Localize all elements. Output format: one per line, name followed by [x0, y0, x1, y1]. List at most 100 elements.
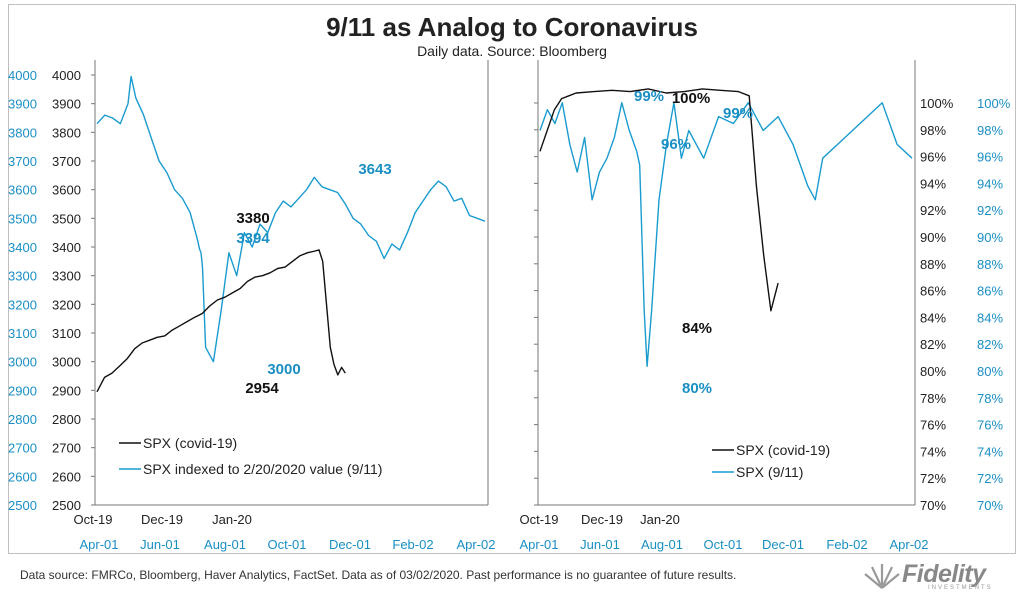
y-tick-label-right: 2900 [52, 383, 81, 398]
legend-label: SPX (covid-19) [143, 435, 237, 451]
y-tick-label-left: 3500 [8, 211, 37, 226]
data-label: 3394 [236, 230, 270, 247]
x-tick-label-911: Apr-01 [79, 537, 118, 552]
data-label: 3000 [267, 361, 300, 378]
x-tick-label-covid: Oct-19 [519, 512, 558, 527]
y-tick-label-right: 96% [977, 150, 1003, 165]
y-tick-label-left: 96% [920, 150, 946, 165]
y-tick-label-left: 3300 [8, 269, 37, 284]
fidelity-pyramid-icon [864, 564, 900, 589]
y-tick-label-left: 3100 [8, 326, 37, 341]
x-tick-label-911: Aug-01 [641, 537, 683, 552]
series-line-911 [96, 75, 486, 363]
y-tick-label-right: 4000 [52, 68, 81, 83]
y-tick-label-right: 78% [977, 391, 1003, 406]
footer-disclaimer: Data source: FMRCo, Bloomberg, Haver Ana… [20, 568, 737, 582]
y-tick-label-left: 70% [920, 498, 946, 513]
y-tick-label-right: 2500 [52, 498, 81, 513]
y-tick-label-left: 3200 [8, 297, 37, 312]
data-label: 2954 [245, 380, 279, 397]
legend-label: SPX (covid-19) [736, 442, 830, 458]
y-tick-label-left: 72% [920, 471, 946, 486]
y-tick-label-right: 2800 [52, 412, 81, 427]
logo-wordmark: Fidelity [902, 560, 986, 588]
data-label: 80% [682, 380, 712, 397]
y-tick-label-right: 80% [977, 364, 1003, 379]
x-tick-label-covid: Oct-19 [73, 512, 112, 527]
y-tick-label-left: 80% [920, 364, 946, 379]
y-tick-label-right: 98% [977, 123, 1003, 138]
x-tick-label-911: Oct-01 [267, 537, 306, 552]
legend-label: SPX (9/11) [736, 464, 803, 480]
x-tick-label-covid: Dec-19 [141, 512, 183, 527]
y-tick-label-right: 94% [977, 176, 1003, 191]
x-tick-label-911: Apr-02 [889, 537, 928, 552]
y-tick-label-left: 98% [920, 123, 946, 138]
data-label: 84% [682, 320, 712, 337]
y-tick-label-right: 3000 [52, 355, 81, 370]
y-tick-label-left: 84% [920, 310, 946, 325]
y-tick-label-right: 84% [977, 310, 1003, 325]
y-tick-label-left: 88% [920, 257, 946, 272]
y-tick-label-right: 76% [977, 418, 1003, 433]
x-tick-label-covid: Dec-19 [581, 512, 623, 527]
x-tick-label-911: Dec-01 [329, 537, 371, 552]
chart-subtitle: Daily data. Source: Bloomberg [417, 43, 607, 59]
y-tick-label-left: 2600 [8, 469, 37, 484]
chart-frame [8, 4, 1016, 554]
y-tick-label-left: 2500 [8, 498, 37, 513]
y-tick-label-left: 3000 [8, 355, 37, 370]
y-tick-label-left: 3800 [8, 125, 37, 140]
data-label: 99% [723, 105, 753, 122]
y-tick-label-right: 3300 [52, 269, 81, 284]
y-tick-label-right: 3500 [52, 211, 81, 226]
chart-title: 9/11 as Analog to Coronavirus [326, 12, 698, 42]
y-tick-label-left: 3400 [8, 240, 37, 255]
data-label: 96% [661, 136, 691, 153]
x-tick-label-911: Jun-01 [140, 537, 180, 552]
y-tick-label-left: 4000 [8, 68, 37, 83]
y-tick-label-left: 92% [920, 203, 946, 218]
y-tick-label-right: 100% [977, 96, 1011, 111]
y-tick-label-right: 2700 [52, 441, 81, 456]
x-tick-label-911: Apr-01 [519, 537, 558, 552]
y-tick-label-right: 3800 [52, 125, 81, 140]
y-tick-label-right: 86% [977, 284, 1003, 299]
y-tick-label-left: 90% [920, 230, 946, 245]
y-tick-label-right: 3900 [52, 97, 81, 112]
y-tick-label-right: 2600 [52, 469, 81, 484]
series-line-covid [539, 88, 779, 312]
y-tick-label-left: 3600 [8, 183, 37, 198]
y-tick-label-left: 86% [920, 284, 946, 299]
y-tick-label-right: 88% [977, 257, 1003, 272]
y-tick-label-right: 82% [977, 337, 1003, 352]
y-tick-label-right: 3100 [52, 326, 81, 341]
legend-label: SPX indexed to 2/20/2020 value (9/11) [143, 461, 382, 477]
y-tick-label-left: 94% [920, 176, 946, 191]
y-tick-label-right: 70% [977, 498, 1003, 513]
x-tick-label-911: Oct-01 [703, 537, 742, 552]
x-tick-label-covid: Jan-20 [640, 512, 680, 527]
data-label: 100% [672, 90, 710, 107]
charts-svg: 4000 3900 3800 3700 3600 3500 3400 3300 3200 3100… [8, 60, 1011, 552]
data-label: 3380 [236, 210, 269, 227]
y-tick-label-left: 76% [920, 418, 946, 433]
chart-1 [91, 60, 489, 506]
y-tick-label-right: 3700 [52, 154, 81, 169]
fidelity-logo: Fidelity INVESTMENTS [858, 558, 1008, 592]
y-tick-label-left: 100% [920, 96, 954, 111]
y-tick-label-left: 2900 [8, 383, 37, 398]
data-label: 99% [634, 88, 664, 105]
y-tick-label-left: 82% [920, 337, 946, 352]
y-tick-label-right: 3600 [52, 183, 81, 198]
chart-2 [534, 60, 916, 506]
x-tick-label-911: Dec-01 [762, 537, 804, 552]
y-tick-label-right: 72% [977, 471, 1003, 486]
y-tick-label-left: 2800 [8, 412, 37, 427]
y-tick-label-left: 3700 [8, 154, 37, 169]
series-line-911 [539, 101, 913, 367]
y-tick-label-left: 3900 [8, 97, 37, 112]
y-tick-label-right: 90% [977, 230, 1003, 245]
x-tick-label-911: Feb-02 [826, 537, 867, 552]
y-tick-label-left: 2700 [8, 441, 37, 456]
